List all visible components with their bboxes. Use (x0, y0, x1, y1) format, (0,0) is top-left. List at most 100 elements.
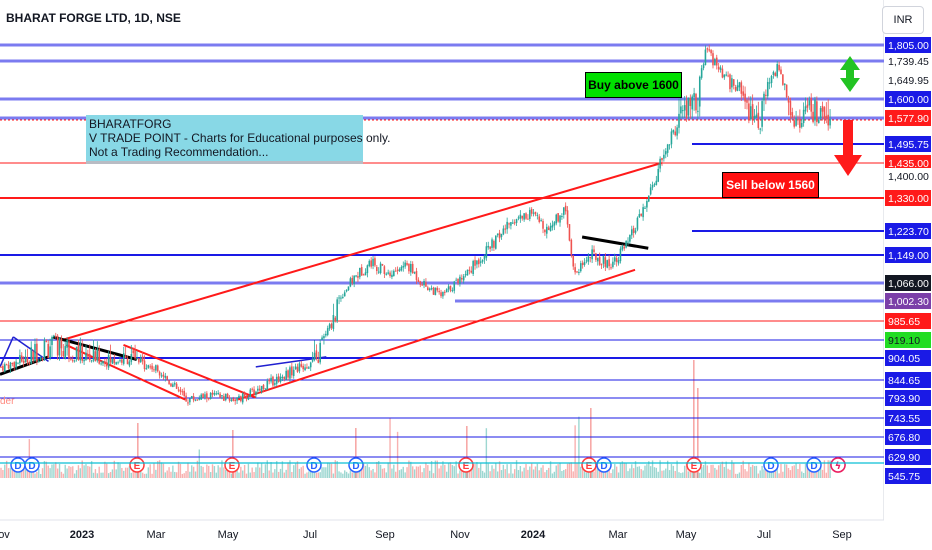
candle (296, 366, 299, 372)
volume-bar (734, 473, 737, 478)
candle (107, 355, 110, 368)
candle (209, 393, 212, 399)
candle (602, 255, 605, 264)
candle (553, 222, 556, 226)
candle (117, 362, 119, 364)
volume-bar (73, 473, 76, 478)
volume-bar (440, 465, 442, 478)
volume-bar (795, 463, 797, 478)
candle (170, 383, 172, 387)
note-line-1: BHARATFORG (89, 117, 172, 131)
candle (474, 260, 476, 266)
candle (90, 360, 93, 362)
candle (202, 393, 204, 398)
volume-bar (799, 463, 801, 478)
volume-bar (751, 464, 754, 478)
candle (496, 233, 499, 236)
volume-bar (327, 462, 329, 478)
candle (364, 272, 367, 276)
candle (138, 358, 140, 363)
candle (351, 277, 354, 283)
candle (255, 391, 257, 395)
candle (604, 257, 607, 267)
candle (666, 144, 669, 153)
candle (215, 393, 218, 395)
price-label: 904.05 (888, 353, 920, 365)
volume-bar (4, 464, 6, 478)
volume-bar (829, 460, 831, 478)
candle (338, 297, 340, 299)
volume-bar (81, 460, 83, 478)
candle (630, 229, 633, 236)
volume-bar (791, 466, 794, 478)
volume-bar (517, 470, 520, 478)
volume-bar (708, 472, 710, 478)
candle (800, 123, 803, 127)
currency-button[interactable]: INR (882, 6, 924, 34)
time-tick: Sep (375, 529, 395, 541)
volume-bar (453, 466, 455, 478)
candle (723, 74, 726, 78)
candle (462, 276, 465, 281)
candle (62, 350, 65, 357)
marker-label: E (134, 461, 141, 472)
candle (79, 342, 82, 361)
volume-bar (257, 462, 259, 478)
candle (596, 257, 599, 262)
volume-bar (485, 428, 488, 478)
trendline (0, 336, 14, 368)
partial-label: der (0, 396, 15, 407)
candle (317, 359, 320, 363)
volume-bar (559, 462, 561, 478)
candle (717, 66, 720, 70)
marker-label: D (352, 461, 359, 472)
volume-bar (189, 471, 191, 478)
candle (557, 213, 559, 222)
candle (545, 226, 548, 234)
candle (551, 224, 554, 228)
candle (49, 346, 51, 358)
candle (670, 131, 673, 145)
volume-bar (682, 472, 684, 478)
volume-bar (174, 471, 176, 478)
candle (181, 391, 184, 393)
candle (394, 270, 397, 272)
candle (60, 338, 63, 349)
volume-bar (55, 462, 57, 478)
volume-bar (204, 472, 206, 478)
volume-bar (491, 465, 493, 478)
candle (476, 260, 478, 265)
candle (315, 350, 318, 359)
candle (32, 351, 34, 361)
candle (347, 286, 350, 291)
candle (85, 352, 87, 361)
price-label: 1,002.30 (888, 296, 929, 308)
candle (534, 211, 537, 215)
candle (200, 394, 202, 400)
candle (681, 110, 684, 112)
marker-label: D (14, 461, 21, 472)
volume-bar (678, 472, 680, 478)
candle (746, 100, 748, 103)
volume-bar (9, 467, 12, 478)
candle (306, 367, 308, 369)
candle (408, 263, 410, 272)
volume-bar (281, 461, 284, 478)
volume-bar (104, 461, 106, 478)
candle (795, 118, 797, 126)
volume-spike (232, 430, 234, 478)
volume-bar (277, 471, 280, 478)
volume-bar (406, 467, 408, 478)
candle (417, 279, 420, 282)
candle (345, 289, 348, 292)
volume-bar (170, 471, 172, 478)
candle (109, 356, 112, 363)
volume-bar (276, 461, 278, 478)
volume-bar (623, 462, 625, 478)
candle (683, 105, 686, 111)
marker-label: E (229, 461, 236, 472)
volume-bar (530, 463, 533, 478)
candle (223, 396, 225, 401)
volume-bar (540, 467, 542, 478)
